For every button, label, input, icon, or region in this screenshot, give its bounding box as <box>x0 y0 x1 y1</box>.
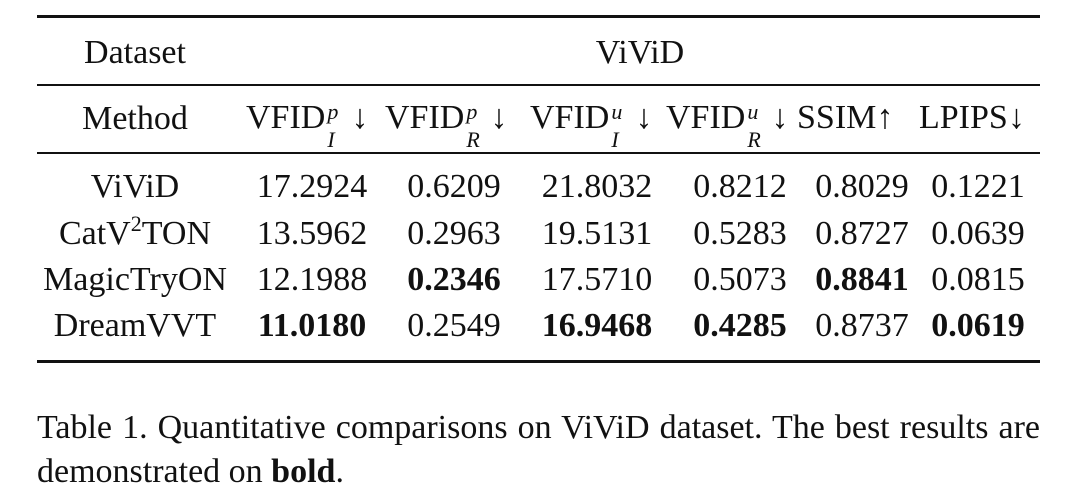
method-name-text: DreamVVT <box>53 307 217 344</box>
table-cell: 12.1988 <box>256 261 368 298</box>
table-cell: 16.9468 <box>541 307 653 344</box>
column-header-sup: p <box>466 99 478 124</box>
column-header-base: SSIM <box>797 99 877 136</box>
table-cell: 17.2924 <box>256 168 368 205</box>
column-header-sub: I <box>327 127 335 152</box>
table-cell: 0.8029 <box>815 168 909 205</box>
method-name-text: CatV <box>58 215 131 252</box>
column-header: LPIPS↓ <box>919 98 1025 138</box>
column-header-sup: u <box>747 99 759 124</box>
table-cell: 19.5131 <box>541 215 653 252</box>
table-cell: 0.2963 <box>407 215 501 252</box>
dataset-label: Dataset <box>84 34 186 71</box>
method-name: CatV2TON <box>37 213 233 252</box>
method-name-text: ViViD <box>90 168 180 205</box>
method-name-text: MagicTryON <box>43 261 227 298</box>
column-header-base: VFID <box>530 99 610 136</box>
method-label: Method <box>82 100 188 137</box>
column-header-sub: R <box>747 127 761 152</box>
method-name: ViViD <box>37 170 233 204</box>
table-cell: 0.2346 <box>407 261 501 298</box>
caption-end: . <box>335 453 344 490</box>
table-cell: 0.1221 <box>931 168 1025 205</box>
bottom-rule <box>37 360 1040 363</box>
method-name-tail: TON <box>141 215 212 252</box>
sort-arrow: ↑ <box>876 99 894 136</box>
column-header: VFID u R ↓ <box>666 98 789 152</box>
column-header: VFID p I ↓ <box>246 98 369 152</box>
table-cell: 0.6209 <box>407 168 501 205</box>
header-mid-rule <box>37 84 1040 86</box>
column-header: VFID u I ↓ <box>530 98 653 152</box>
column-header: VFID p R ↓ <box>385 98 508 152</box>
sort-arrow: ↓ <box>635 99 653 136</box>
table-cell: 11.0180 <box>257 307 367 344</box>
column-header-sup: p <box>327 99 339 124</box>
table-cell: 0.8841 <box>815 261 909 298</box>
sort-arrow: ↓ <box>490 99 508 136</box>
sort-arrow: ↓ <box>771 99 789 136</box>
table-cell: 0.2549 <box>407 307 501 344</box>
column-header-base: VFID <box>246 99 326 136</box>
column-header: SSIM↑ <box>797 98 893 138</box>
method-name: DreamVVT <box>37 309 233 343</box>
table-cell: 0.8737 <box>815 307 909 344</box>
table-cell: 0.0619 <box>931 307 1025 344</box>
table-cell: 0.5073 <box>693 261 787 298</box>
top-rule <box>37 15 1040 18</box>
table-cell: 17.5710 <box>541 261 653 298</box>
table-cell: 0.8212 <box>693 168 787 205</box>
table-cell: 21.8032 <box>541 168 653 205</box>
column-header-sub: I <box>611 127 619 152</box>
dataset-name: ViViD <box>595 34 685 71</box>
sort-arrow: ↓ <box>1007 99 1025 136</box>
table-cell: 13.5962 <box>256 215 368 252</box>
column-header-base: VFID <box>385 99 465 136</box>
column-header-sub: R <box>466 127 480 152</box>
header-bottom-rule <box>37 152 1040 154</box>
caption-bold-word: bold <box>271 453 336 490</box>
table-cell: 0.5283 <box>693 215 787 252</box>
sort-arrow: ↓ <box>351 99 369 136</box>
column-header-base: LPIPS <box>919 99 1008 136</box>
table-caption: Table 1. Quantitative comparisons on ViV… <box>37 406 1040 494</box>
table-cell: 0.0815 <box>931 261 1025 298</box>
method-name: MagicTryON <box>37 263 233 297</box>
column-header-base: VFID <box>666 99 746 136</box>
caption-text: Table 1. Quantitative comparisons on ViV… <box>37 409 1040 490</box>
table-cell: 0.0639 <box>931 215 1025 252</box>
table-cell: 0.8727 <box>815 215 909 252</box>
method-name-sup: 2 <box>130 211 142 236</box>
column-header-sup: u <box>611 99 623 124</box>
table-cell: 0.4285 <box>693 307 787 344</box>
